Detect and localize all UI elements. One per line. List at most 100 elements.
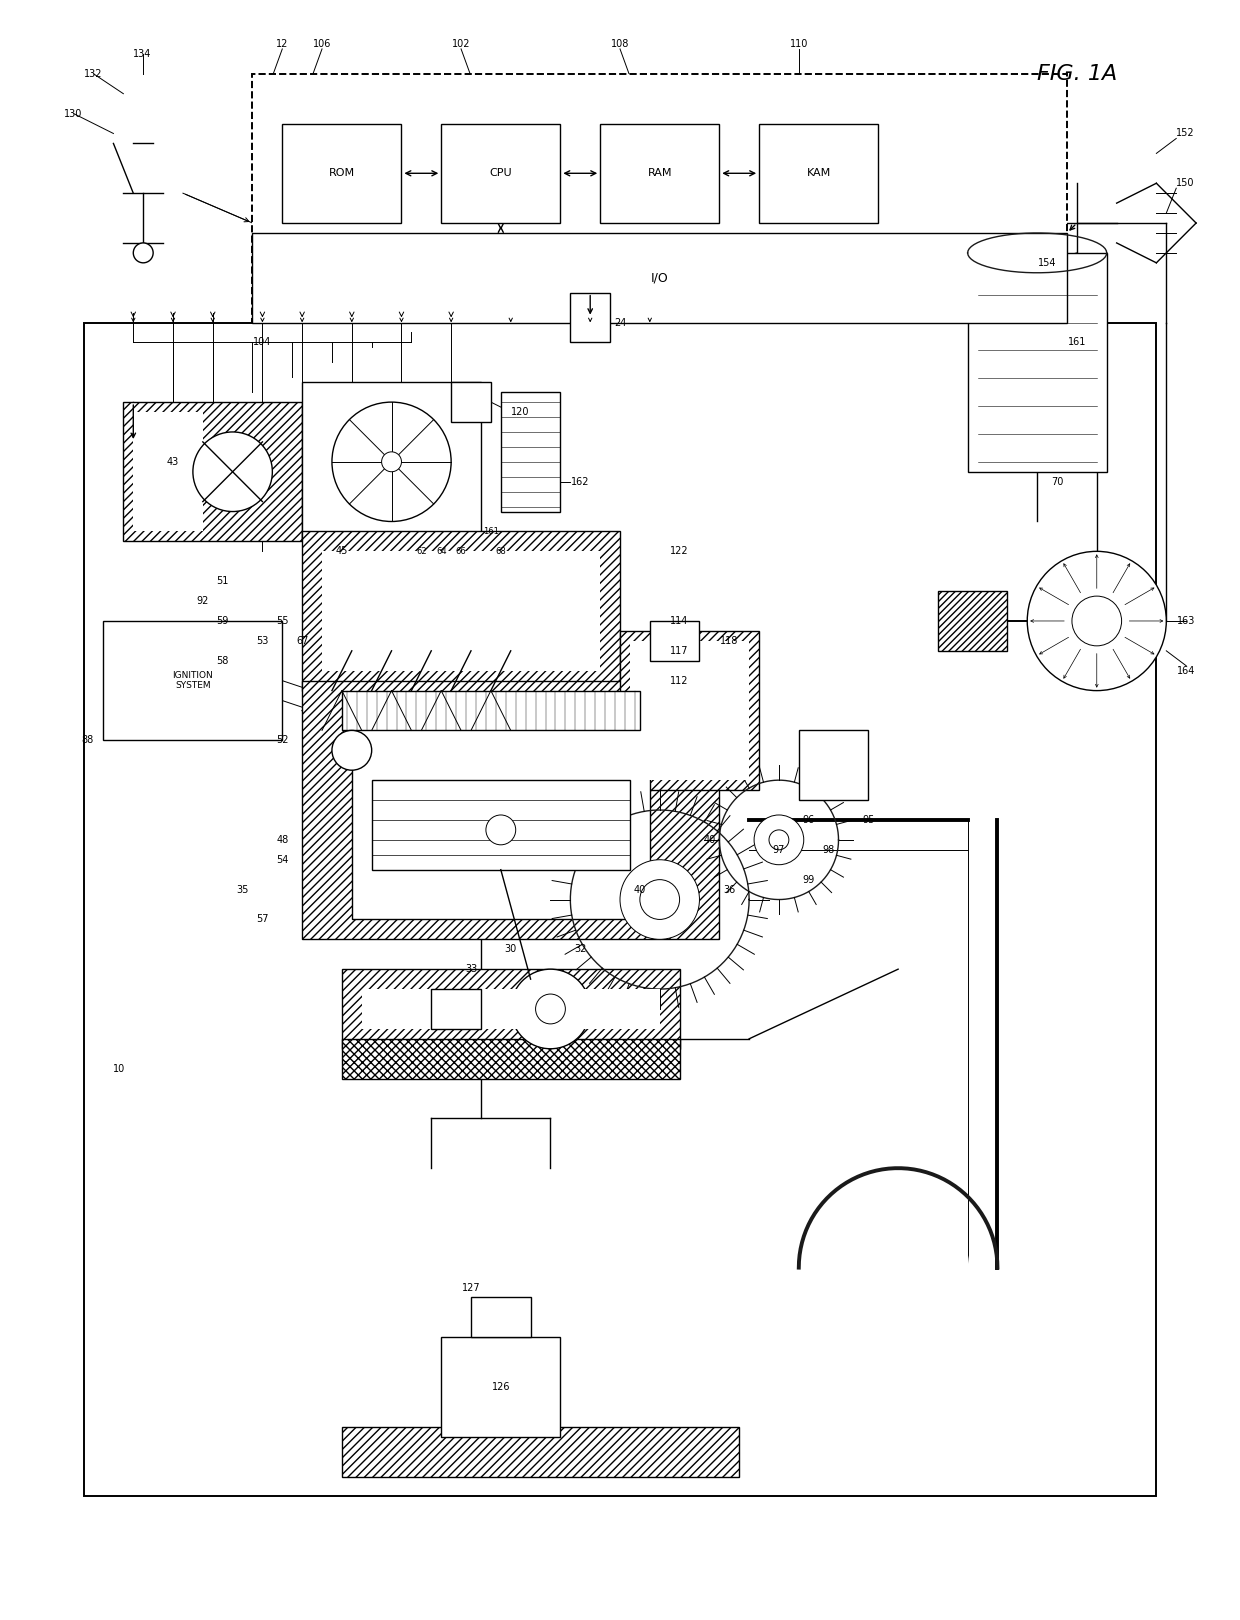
Text: 162: 162 — [570, 476, 589, 486]
Text: 12: 12 — [277, 39, 289, 49]
Text: 126: 126 — [491, 1382, 510, 1392]
Text: 163: 163 — [1177, 616, 1195, 625]
Bar — [283, 123, 402, 224]
Circle shape — [1071, 596, 1122, 646]
Bar — [103, 620, 283, 740]
Bar — [322, 551, 600, 671]
Circle shape — [332, 402, 451, 522]
Text: 114: 114 — [671, 616, 688, 625]
Circle shape — [332, 731, 372, 770]
Text: 35: 35 — [237, 885, 249, 894]
Text: 40: 40 — [703, 834, 715, 846]
Circle shape — [486, 815, 516, 844]
Text: 51: 51 — [217, 577, 229, 586]
Text: 97: 97 — [773, 844, 785, 855]
Bar — [471, 1298, 531, 1336]
Bar — [451, 382, 491, 421]
Bar — [937, 591, 1007, 651]
Bar — [432, 990, 481, 1029]
Text: 62: 62 — [417, 548, 427, 556]
Text: 48: 48 — [277, 834, 289, 846]
Text: 164: 164 — [1177, 666, 1195, 676]
Bar — [650, 620, 699, 661]
Text: 40: 40 — [634, 885, 646, 894]
Text: ROM: ROM — [329, 168, 355, 178]
Bar — [133, 411, 203, 531]
Circle shape — [511, 969, 590, 1048]
Bar — [342, 1427, 739, 1476]
Text: 10: 10 — [113, 1064, 125, 1074]
Bar — [967, 253, 1107, 471]
Text: 68: 68 — [496, 548, 506, 556]
Text: KAM: KAM — [806, 168, 831, 178]
Text: 95: 95 — [862, 815, 874, 825]
Text: 152: 152 — [1177, 128, 1195, 138]
Bar — [123, 402, 303, 541]
Text: IGNITION
SYSTEM: IGNITION SYSTEM — [172, 671, 213, 690]
Circle shape — [640, 880, 680, 920]
Circle shape — [382, 452, 402, 471]
Text: 45: 45 — [336, 546, 348, 556]
Bar — [759, 123, 878, 224]
Bar — [83, 322, 1157, 1497]
Text: 58: 58 — [217, 656, 229, 666]
Bar — [600, 123, 719, 224]
Text: 99: 99 — [802, 875, 815, 885]
Text: 130: 130 — [63, 109, 82, 118]
Bar — [303, 382, 481, 541]
Text: 118: 118 — [720, 637, 739, 646]
Bar — [352, 700, 650, 920]
Bar — [799, 731, 868, 800]
Text: 112: 112 — [671, 676, 689, 685]
Text: 161: 161 — [1068, 337, 1086, 347]
Text: 52: 52 — [277, 735, 289, 745]
Text: 67: 67 — [296, 637, 309, 646]
Text: 43: 43 — [167, 457, 179, 467]
Bar — [253, 233, 1066, 322]
Bar — [342, 969, 680, 1048]
Text: RAM: RAM — [647, 168, 672, 178]
Text: 36: 36 — [723, 885, 735, 894]
Bar — [501, 392, 560, 512]
Text: 106: 106 — [312, 39, 331, 49]
Text: 108: 108 — [611, 39, 629, 49]
Text: 92: 92 — [197, 596, 210, 606]
Text: 102: 102 — [451, 39, 470, 49]
Bar — [570, 293, 610, 342]
Text: 64: 64 — [436, 548, 446, 556]
Text: 104: 104 — [253, 337, 272, 347]
Text: 24: 24 — [614, 318, 626, 327]
Bar — [441, 123, 560, 224]
Text: 55: 55 — [277, 616, 289, 625]
Text: 150: 150 — [1177, 178, 1194, 188]
Text: 70: 70 — [1050, 476, 1063, 486]
Circle shape — [536, 995, 565, 1024]
Bar — [303, 680, 719, 940]
Bar — [342, 690, 640, 731]
Text: 59: 59 — [217, 616, 229, 625]
Circle shape — [620, 860, 699, 940]
Text: I/O: I/O — [651, 271, 668, 284]
Text: 88: 88 — [82, 735, 93, 745]
Bar — [303, 531, 620, 690]
Text: 53: 53 — [257, 637, 269, 646]
Text: 161: 161 — [482, 526, 498, 536]
Text: 30: 30 — [505, 944, 517, 954]
Bar — [362, 990, 660, 1029]
Text: 33: 33 — [465, 964, 477, 974]
Text: 98: 98 — [822, 844, 835, 855]
Bar — [372, 781, 630, 870]
Text: 127: 127 — [461, 1283, 480, 1293]
Circle shape — [754, 815, 804, 865]
Circle shape — [193, 433, 273, 512]
Circle shape — [769, 829, 789, 851]
Text: 134: 134 — [133, 49, 151, 58]
Circle shape — [133, 243, 154, 262]
Text: 96: 96 — [802, 815, 815, 825]
Text: CPU: CPU — [490, 168, 512, 178]
Bar — [441, 1336, 560, 1437]
Bar — [342, 1038, 680, 1079]
Circle shape — [1027, 551, 1167, 690]
Text: 66: 66 — [456, 548, 466, 556]
Text: 110: 110 — [790, 39, 808, 49]
